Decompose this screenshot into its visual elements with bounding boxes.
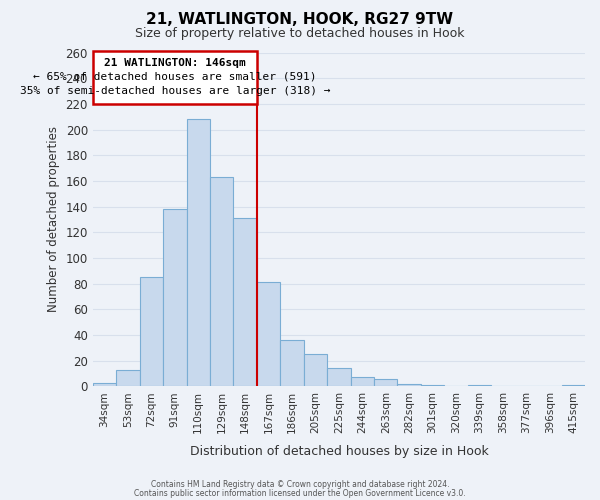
Text: 35% of semi-detached houses are larger (318) →: 35% of semi-detached houses are larger (… <box>20 86 330 96</box>
Text: Size of property relative to detached houses in Hook: Size of property relative to detached ho… <box>135 28 465 40</box>
Bar <box>304 354 327 386</box>
FancyBboxPatch shape <box>93 51 257 104</box>
X-axis label: Distribution of detached houses by size in Hook: Distribution of detached houses by size … <box>190 444 488 458</box>
Bar <box>233 218 257 386</box>
Text: 21, WATLINGTON, HOOK, RG27 9TW: 21, WATLINGTON, HOOK, RG27 9TW <box>146 12 454 28</box>
Bar <box>562 385 585 386</box>
Bar <box>187 120 210 386</box>
Bar <box>374 378 397 386</box>
Text: ← 65% of detached houses are smaller (591): ← 65% of detached houses are smaller (59… <box>33 72 317 82</box>
Text: Contains HM Land Registry data © Crown copyright and database right 2024.: Contains HM Land Registry data © Crown c… <box>151 480 449 489</box>
Bar <box>140 277 163 386</box>
Bar <box>468 385 491 386</box>
Bar <box>421 385 445 386</box>
Text: 21 WATLINGTON: 146sqm: 21 WATLINGTON: 146sqm <box>104 58 245 68</box>
Bar <box>93 382 116 386</box>
Bar <box>397 384 421 386</box>
Bar <box>210 177 233 386</box>
Y-axis label: Number of detached properties: Number of detached properties <box>47 126 60 312</box>
Bar <box>116 370 140 386</box>
Text: Contains public sector information licensed under the Open Government Licence v3: Contains public sector information licen… <box>134 488 466 498</box>
Bar <box>327 368 350 386</box>
Bar <box>280 340 304 386</box>
Bar <box>163 209 187 386</box>
Bar <box>350 378 374 386</box>
Bar <box>257 282 280 387</box>
